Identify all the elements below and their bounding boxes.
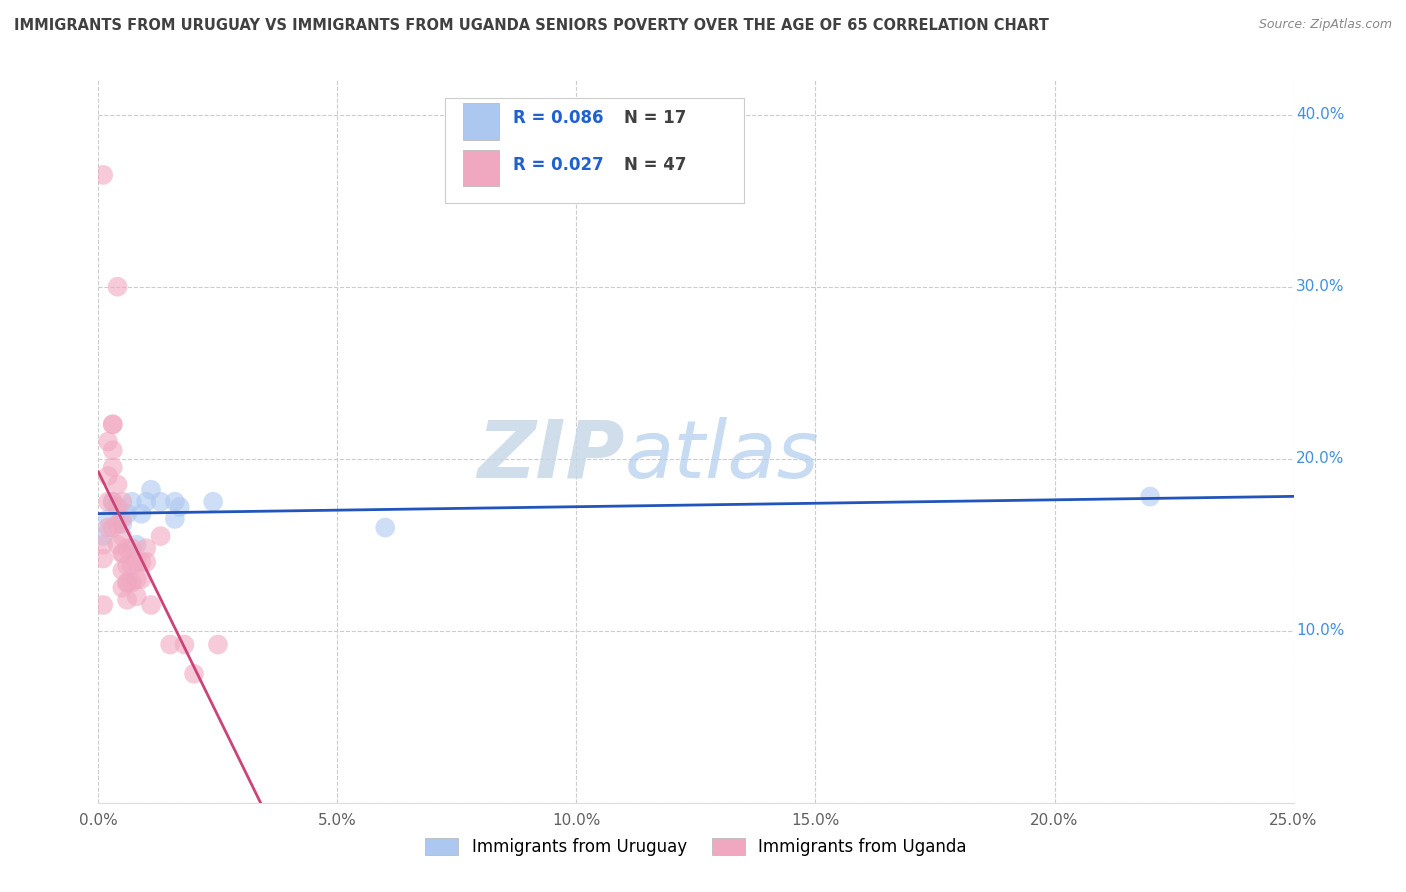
Point xyxy=(169,500,191,514)
Point xyxy=(101,494,124,508)
Point xyxy=(111,564,134,578)
Point xyxy=(115,592,138,607)
Point xyxy=(139,483,162,497)
Point xyxy=(121,575,143,590)
Point xyxy=(202,494,225,508)
Point xyxy=(101,417,124,432)
Text: Source: ZipAtlas.com: Source: ZipAtlas.com xyxy=(1258,18,1392,31)
Point xyxy=(135,494,157,508)
Text: N = 17: N = 17 xyxy=(624,109,686,127)
Point xyxy=(115,575,138,590)
Text: 30.0%: 30.0% xyxy=(1296,279,1344,294)
Point xyxy=(111,546,134,560)
Point xyxy=(163,512,186,526)
Point xyxy=(374,520,396,534)
Point xyxy=(115,541,138,556)
Point xyxy=(135,541,157,556)
Point xyxy=(107,477,129,491)
Point xyxy=(135,555,157,569)
Point xyxy=(131,507,153,521)
FancyBboxPatch shape xyxy=(446,98,744,203)
Point xyxy=(125,590,148,604)
Point xyxy=(163,494,186,508)
Point xyxy=(159,638,181,652)
Point xyxy=(97,494,120,508)
Text: atlas: atlas xyxy=(624,417,820,495)
Point xyxy=(131,555,153,569)
Point xyxy=(111,512,134,526)
Point xyxy=(115,558,138,573)
Point xyxy=(121,494,143,508)
Point xyxy=(97,512,120,526)
Point xyxy=(111,581,134,595)
Point xyxy=(173,638,195,652)
Point xyxy=(131,572,153,586)
Point xyxy=(91,168,114,182)
Point xyxy=(183,666,205,681)
Point xyxy=(97,434,120,449)
FancyBboxPatch shape xyxy=(463,151,499,186)
Point xyxy=(107,500,129,514)
Point xyxy=(149,529,172,543)
Point xyxy=(111,494,134,508)
Point xyxy=(121,558,143,573)
Text: 10.0%: 10.0% xyxy=(1296,624,1344,639)
Point xyxy=(107,517,129,532)
Point xyxy=(111,517,134,532)
Point xyxy=(111,546,134,560)
Point xyxy=(91,551,114,566)
Point xyxy=(107,538,129,552)
Text: 20.0%: 20.0% xyxy=(1296,451,1344,467)
Point xyxy=(125,572,148,586)
Point xyxy=(107,279,129,293)
Point xyxy=(121,541,143,556)
Text: N = 47: N = 47 xyxy=(624,156,686,174)
Point xyxy=(91,598,114,612)
Point xyxy=(149,494,172,508)
Point xyxy=(125,555,148,569)
Point xyxy=(207,638,229,652)
Point xyxy=(101,443,124,458)
Text: IMMIGRANTS FROM URUGUAY VS IMMIGRANTS FROM UGANDA SENIORS POVERTY OVER THE AGE O: IMMIGRANTS FROM URUGUAY VS IMMIGRANTS FR… xyxy=(14,18,1049,33)
Point xyxy=(115,507,138,521)
Point xyxy=(91,538,114,552)
Point xyxy=(91,529,114,543)
FancyBboxPatch shape xyxy=(463,103,499,139)
Point xyxy=(111,529,134,543)
Point xyxy=(101,417,124,432)
Point xyxy=(139,598,162,612)
Point xyxy=(97,520,120,534)
Point xyxy=(101,520,124,534)
Text: 40.0%: 40.0% xyxy=(1296,107,1344,122)
Text: R = 0.086: R = 0.086 xyxy=(513,109,603,127)
Point xyxy=(125,538,148,552)
Text: ZIP: ZIP xyxy=(477,417,624,495)
Point xyxy=(115,575,138,590)
Point xyxy=(101,494,124,508)
Point xyxy=(101,460,124,475)
Point xyxy=(1139,490,1161,504)
Text: R = 0.027: R = 0.027 xyxy=(513,156,603,174)
Point xyxy=(97,469,120,483)
Legend: Immigrants from Uruguay, Immigrants from Uganda: Immigrants from Uruguay, Immigrants from… xyxy=(419,831,973,863)
